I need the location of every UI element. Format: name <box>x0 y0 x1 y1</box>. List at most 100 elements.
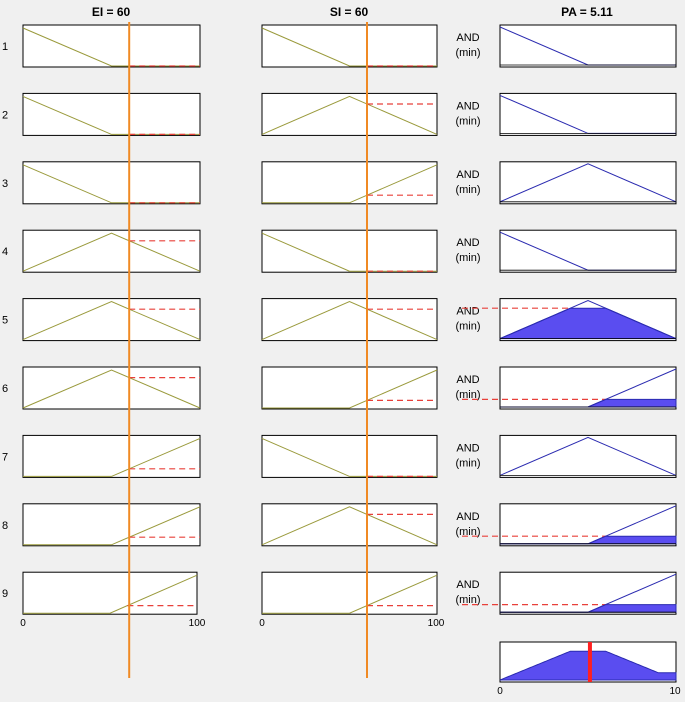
pa-plot-frame <box>499 161 677 205</box>
ei-mf-plot <box>22 161 201 205</box>
rule-row-8: 8 AND (min) <box>2 503 677 547</box>
si-plot-frame <box>261 229 438 273</box>
rule-row-4: 4 AND (min) <box>2 229 677 273</box>
ei-mf-curve <box>23 437 201 477</box>
si-axis-max: 100 <box>428 618 445 629</box>
and-operator-label: AND <box>456 374 479 386</box>
pa-plot-frame <box>499 434 677 478</box>
rule-number: 1 <box>2 41 8 53</box>
ei-mf-plot <box>22 229 201 273</box>
ei-plot-frame <box>22 503 201 547</box>
si-plot-frame <box>261 434 438 478</box>
pa-mf-curve <box>499 300 677 340</box>
si-mf-plot <box>261 434 438 478</box>
rule-number: 9 <box>2 588 8 600</box>
si-plot-frame <box>261 298 438 342</box>
pa-mf-curve <box>499 436 677 476</box>
ei-mf-plot <box>22 366 201 410</box>
si-mf-plot <box>261 229 438 273</box>
pa-axis-min: 0 <box>497 686 503 697</box>
rule-number: 2 <box>2 109 8 121</box>
and-operator-label: AND <box>456 511 479 523</box>
si-mf-plot <box>261 24 438 68</box>
si-mf-curve <box>262 574 438 614</box>
pa-mf-plot <box>462 298 677 342</box>
rule-number: 8 <box>2 520 8 532</box>
ei-mf-curve <box>22 232 201 272</box>
min-method-label: (min) <box>455 321 480 333</box>
and-operator-label: AND <box>456 169 479 181</box>
aggregate-output-plot <box>499 641 677 683</box>
si-mf-curve <box>261 506 438 546</box>
si-header: SI = 60 <box>330 5 369 19</box>
si-mf-plot <box>261 92 438 136</box>
si-mf-curve <box>261 95 438 135</box>
rule-number: 6 <box>2 383 8 395</box>
pa-mf-plot <box>499 161 677 205</box>
ei-plot-frame <box>22 161 201 205</box>
ei-plot-frame <box>22 24 201 68</box>
rule-number: 5 <box>2 315 8 327</box>
and-operator-label: AND <box>456 442 479 454</box>
ei-axis-max: 100 <box>189 618 206 629</box>
rule-number: 3 <box>2 178 8 190</box>
pa-mf-plot <box>499 229 677 273</box>
pa-mf-curve <box>499 163 677 203</box>
pa-axis-max: 10 <box>669 686 681 697</box>
ei-mf-plot <box>22 571 198 615</box>
ei-plot-frame <box>22 229 201 273</box>
rule-row-6: 6 AND (min) <box>2 366 677 410</box>
ei-mf-curve <box>22 301 201 341</box>
si-plot-frame <box>261 503 438 547</box>
si-mf-curve <box>262 164 438 204</box>
min-method-label: (min) <box>455 115 480 127</box>
min-method-label: (min) <box>455 47 480 59</box>
pa-plot-frame <box>499 92 677 136</box>
ei-plot-frame <box>22 571 198 615</box>
ei-mf-plot <box>22 298 201 342</box>
min-method-label: (min) <box>455 389 480 401</box>
si-mf-plot <box>261 366 438 410</box>
si-plot-frame <box>261 571 438 615</box>
and-operator-label: AND <box>456 306 479 318</box>
rule-row-5: 5 AND (min) <box>2 298 677 342</box>
si-mf-plot <box>261 298 438 342</box>
si-mf-plot <box>261 503 438 547</box>
rule-row-7: 7 AND (min) <box>2 434 677 478</box>
rule-row-3: 3 AND (min) <box>2 161 677 205</box>
si-plot-frame <box>261 161 438 205</box>
pa-mf-plot <box>499 434 677 478</box>
min-method-label: (min) <box>455 594 480 606</box>
ei-mf-curve <box>23 506 201 546</box>
pa-plot-frame <box>499 24 677 68</box>
ei-plot-frame <box>22 366 201 410</box>
pa-plot-frame <box>499 571 677 615</box>
ei-axis-min: 0 <box>20 618 26 629</box>
pa-mf-plot <box>499 92 677 136</box>
min-method-label: (min) <box>455 252 480 264</box>
si-plot-frame <box>261 92 438 136</box>
rule-number: 4 <box>2 246 8 258</box>
and-operator-label: AND <box>456 237 479 249</box>
rule-row-9: 9 AND (min) <box>2 571 677 615</box>
si-axis-min: 0 <box>259 618 265 629</box>
ei-mf-plot <box>22 24 201 68</box>
pa-mf-plot <box>462 503 677 547</box>
si-mf-plot <box>261 161 438 205</box>
pa-header: PA = 5.11 <box>561 5 613 19</box>
ei-plot-frame <box>22 92 201 136</box>
min-method-label: (min) <box>455 526 480 538</box>
rule-row-1: 1 AND (min) <box>2 24 677 68</box>
ei-header: EI = 60 <box>92 5 131 19</box>
input-markers[interactable] <box>128 22 368 678</box>
si-plot-frame <box>261 24 438 68</box>
si-plot-frame <box>261 366 438 410</box>
rule-number: 7 <box>2 451 8 463</box>
ei-plot-frame <box>22 434 201 478</box>
si-mf-curve <box>262 369 438 409</box>
min-method-label: (min) <box>455 184 480 196</box>
ei-mf-curve <box>22 369 201 409</box>
pa-mf-plot <box>499 24 677 68</box>
pa-mf-plot <box>462 571 677 615</box>
